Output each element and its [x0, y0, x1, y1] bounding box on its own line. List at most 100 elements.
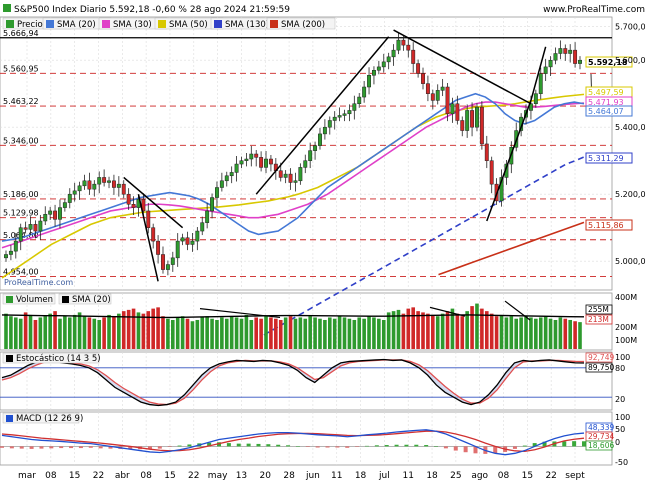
volume-bar: [489, 313, 494, 349]
macd-histogram-bar: [522, 445, 527, 447]
volume-bar: [48, 313, 52, 349]
price-layer: 5.666,94 5.560,95 5.463,22 5.346,00 5.186,00…: [0, 29, 633, 336]
trendline[interactable]: [530, 46, 547, 101]
trendline[interactable]: [137, 194, 159, 282]
macd-histogram-bar: [128, 446, 133, 450]
macd-histogram-bar: [493, 446, 498, 454]
candle-body: [13, 240, 18, 252]
candle-body: [151, 227, 156, 242]
volume-bar: [220, 317, 224, 349]
candle-body: [180, 237, 185, 242]
sma130-line: [263, 156, 585, 336]
volume-bar: [406, 308, 411, 349]
macd-badge: [585, 440, 613, 451]
candle-body: [548, 59, 553, 68]
price-badge-text: 5.464,07: [588, 107, 624, 116]
legend-item[interactable]: [2, 412, 80, 424]
x-tick-label: 08: [498, 471, 510, 481]
volume-bar: [210, 318, 214, 349]
candle-body: [416, 63, 421, 74]
trendline[interactable]: [123, 176, 184, 229]
x-tick-label: 13: [236, 471, 247, 481]
volume-bar: [259, 318, 263, 349]
macd-histogram-bar: [286, 445, 291, 447]
price-panel: [0, 16, 613, 291]
x-tick-label: 15: [69, 471, 80, 481]
candle-body: [200, 222, 205, 232]
volume-bar: [494, 316, 499, 349]
volume-bar: [33, 319, 38, 349]
price-y-tick: 5.200,0: [615, 190, 646, 199]
x-tick-label: ago: [471, 471, 488, 481]
macd-histogram-bar: [9, 446, 14, 449]
candle-body: [470, 110, 475, 128]
volume-sma-line: [1, 314, 585, 319]
trendline[interactable]: [486, 100, 532, 222]
price-badge: [585, 56, 633, 68]
trendline[interactable]: [393, 29, 532, 105]
macd-histogram-bar: [562, 441, 567, 447]
volume-bar: [131, 308, 136, 349]
candle-body: [33, 224, 38, 232]
sma50-line: [1, 93, 585, 279]
level-label: 5.129,98: [3, 209, 39, 218]
x-tick-label: abr: [115, 471, 130, 481]
macd-histogram-bar: [69, 446, 74, 449]
candle-body: [401, 39, 406, 46]
candle-body: [332, 116, 337, 121]
candle-body: [288, 173, 293, 183]
volume-bar: [215, 319, 219, 349]
volume-y-tick: 200M: [615, 323, 637, 332]
volume-bar: [519, 317, 523, 349]
macd-histogram-bar: [246, 443, 251, 447]
macd-histogram-bar: [266, 444, 271, 447]
candle-body: [23, 227, 28, 230]
x-tick-label: 25: [450, 471, 461, 481]
candle-body: [313, 145, 318, 151]
candle-body: [92, 183, 97, 190]
volume-bar: [205, 316, 209, 349]
legend-item[interactable]: [2, 352, 100, 364]
volume-trendline: [429, 306, 466, 317]
candle-body: [111, 180, 116, 188]
candle-body: [210, 197, 215, 212]
candle-body: [342, 113, 347, 116]
candle-body: [533, 93, 538, 104]
legend-item[interactable]: [58, 293, 112, 305]
trendline[interactable]: [255, 36, 390, 195]
macd-histogram-bar: [167, 446, 172, 447]
volume-badge-text: 213M: [588, 315, 609, 324]
volume-bar: [524, 316, 528, 349]
volume-bar: [323, 319, 327, 349]
source-link[interactable]: www.ProRealTime.com: [543, 5, 645, 15]
candle-body: [156, 240, 161, 255]
candle-body: [43, 214, 48, 222]
x-tick-label: 22: [545, 471, 556, 481]
volume-bar: [269, 317, 273, 349]
volume-badge: [585, 314, 613, 325]
macd-histogram-bar: [88, 446, 93, 448]
volume-bar: [475, 303, 479, 349]
stochastic-y-tick: 20: [615, 395, 625, 404]
volume-bar: [450, 308, 455, 349]
candle-body: [58, 207, 62, 220]
volume-bar: [38, 317, 43, 349]
header: S&P500 Index Diario 5.592,18 -0,60 % 28 …: [0, 0, 650, 16]
legend-item[interactable]: [2, 293, 56, 305]
candle-body: [283, 173, 288, 178]
volume-bar: [377, 318, 381, 349]
volume-bar: [455, 313, 460, 349]
volume-bar: [166, 318, 170, 349]
candle-body: [396, 39, 401, 51]
macd-histogram-bar: [39, 446, 44, 449]
macd-histogram-bar: [512, 446, 517, 449]
price-badge: [585, 105, 633, 117]
macd-histogram-bar: [404, 444, 409, 447]
volume-bar: [411, 307, 415, 349]
macd-histogram-bar: [49, 446, 54, 449]
volume-bar: [156, 307, 160, 349]
legend-item[interactable]: [266, 17, 336, 30]
legend-swatch: [6, 296, 13, 303]
